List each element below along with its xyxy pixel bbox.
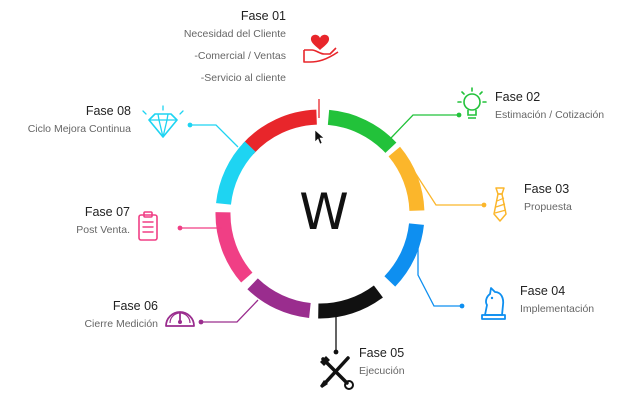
phase-07-dot (177, 225, 183, 231)
phase-07-arc (215, 212, 253, 283)
phase-06-arc (247, 278, 311, 318)
center-label: W (299, 183, 348, 241)
phase-08-line: Ciclo Mejora Continua (28, 123, 131, 135)
phase-05-dot (333, 349, 339, 355)
phase-02-connector (390, 114, 459, 139)
phase-01-line: -Servicio al cliente (201, 72, 286, 84)
clipboard-icon (138, 211, 158, 241)
gauge-icon (165, 311, 195, 327)
phase-06: Fase 06 Cierre Medición (84, 278, 311, 330)
phase-02-line: Estimación / Cotización (495, 109, 604, 121)
heart-hand-icon (303, 34, 339, 63)
phase-02-title: Fase 02 (495, 90, 540, 104)
phase-03-dot (481, 202, 487, 208)
phase-01-title: Fase 01 (241, 9, 286, 23)
phase-01-line: Necesidad del Cliente (184, 28, 286, 40)
phase-05-arc (318, 285, 383, 319)
phase-07: Fase 07 Post Venta. (76, 205, 253, 283)
phase-03-arc (388, 146, 425, 212)
phase-01-line: -Comercial / Ventas (194, 50, 286, 62)
phase-03-line: Propuesta (524, 201, 572, 213)
phase-04-title: Fase 04 (520, 284, 565, 298)
phase-03-connector (413, 170, 484, 206)
phase-08-arc (216, 141, 256, 205)
phase-02: Fase 02 Estimación / Cotización (327, 87, 604, 154)
phase-01-arc (242, 109, 318, 155)
tools-icon (320, 356, 354, 390)
phase-04-arc (384, 223, 424, 287)
tie-icon (493, 187, 507, 222)
lightbulb-icon (457, 87, 487, 119)
phase-02-arc (327, 109, 397, 154)
phase-07-title: Fase 07 (85, 205, 130, 219)
phase-04: Fase 04 Implementación (384, 223, 594, 320)
phase-01: Fase 01 Necesidad del Cliente -Comercial /… (184, 9, 339, 155)
phase-06-dot (198, 319, 204, 325)
chess-knight-icon (481, 287, 506, 320)
diamond-icon (142, 105, 184, 138)
phase-04-dot (459, 303, 465, 309)
phase-04-line: Implementación (520, 303, 594, 315)
phase-04-connector (417, 247, 462, 307)
phase-07-line: Post Venta. (76, 224, 130, 236)
phase-03: Fase 03 Propuesta (388, 146, 572, 222)
phase-08: Fase 08 Ciclo Mejora Continua (28, 104, 256, 205)
phase-06-connector (201, 299, 259, 323)
phase-03-title: Fase 03 (524, 182, 569, 196)
phase-08-title: Fase 08 (86, 104, 131, 118)
phase-05-title: Fase 05 (359, 346, 404, 360)
phase-06-title: Fase 06 (113, 299, 158, 313)
mouse-cursor-icon (314, 129, 325, 145)
phase-08-connector (190, 124, 239, 148)
phase-05-line: Ejecución (359, 365, 405, 377)
phase-02-dot (456, 112, 462, 118)
phase-06-line: Cierre Medición (84, 318, 158, 330)
phase-05: Fase 05 Ejecución (318, 285, 405, 390)
phase-08-dot (187, 122, 193, 128)
